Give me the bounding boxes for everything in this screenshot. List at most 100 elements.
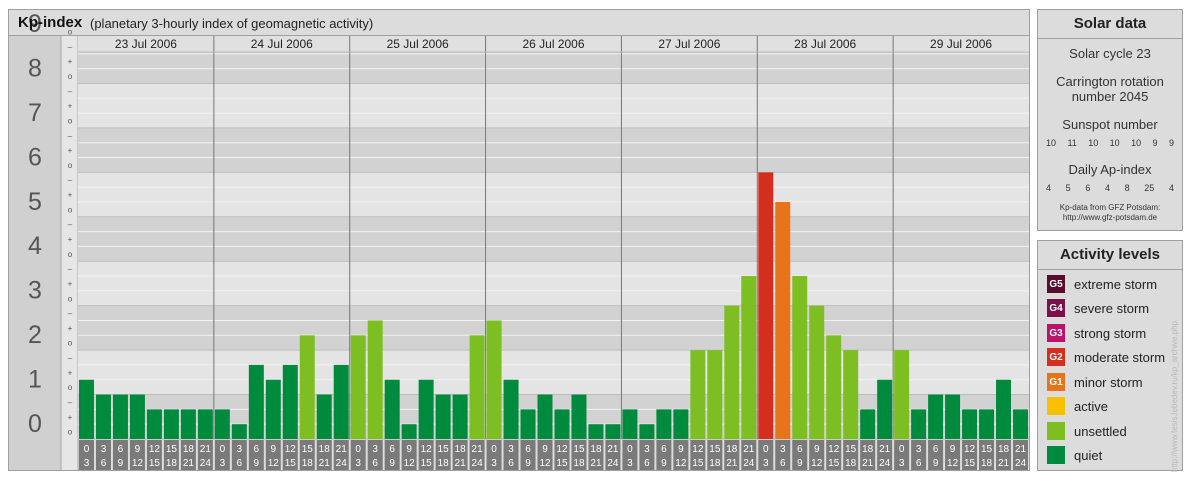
interval-end-label: 24 bbox=[607, 458, 619, 469]
interval-start-label: 9 bbox=[542, 444, 548, 455]
interval-end-label: 18 bbox=[166, 458, 178, 469]
sub-tick-label: + bbox=[68, 235, 73, 244]
interval-end-label: 3 bbox=[763, 458, 769, 469]
interval-box bbox=[469, 440, 485, 470]
interval-end-label: 12 bbox=[811, 458, 823, 469]
kp-bar bbox=[95, 394, 111, 439]
interval-box bbox=[1013, 440, 1028, 470]
legend-swatch-g2: G2 bbox=[1047, 348, 1065, 366]
interval-start-label: 18 bbox=[590, 444, 602, 455]
interval-box bbox=[911, 440, 927, 470]
sub-tick-label: o bbox=[68, 205, 73, 214]
interval-start-label: 9 bbox=[135, 444, 141, 455]
interval-box bbox=[95, 440, 111, 470]
ap-value: 25 bbox=[1144, 183, 1155, 193]
sub-tick-label: – bbox=[68, 354, 73, 363]
interval-end-label: 12 bbox=[268, 458, 280, 469]
kp-bar bbox=[299, 335, 315, 439]
kp-bar bbox=[673, 409, 689, 439]
interval-start-label: 3 bbox=[508, 444, 514, 455]
kp-bar bbox=[996, 379, 1012, 439]
interval-start-label: 6 bbox=[933, 444, 939, 455]
kp-bar bbox=[758, 172, 774, 440]
interval-box bbox=[79, 440, 94, 470]
interval-box bbox=[792, 440, 808, 470]
interval-start-label: 18 bbox=[726, 444, 738, 455]
sunspot-value: 10 bbox=[1131, 138, 1142, 148]
interval-box bbox=[741, 440, 757, 470]
interval-start-label: 0 bbox=[355, 444, 361, 455]
interval-box bbox=[724, 440, 740, 470]
interval-box bbox=[639, 440, 655, 470]
interval-start-label: 3 bbox=[372, 444, 378, 455]
legend-label: quiet bbox=[1074, 447, 1103, 463]
legend-item-moderate-storm: G2 moderate storm bbox=[1047, 347, 1165, 367]
kp-bar bbox=[911, 409, 927, 439]
day-label: 23 Jul 2006 bbox=[115, 37, 177, 51]
interval-start-label: 9 bbox=[678, 444, 684, 455]
kp-bar bbox=[622, 409, 638, 439]
sub-tick-label: o bbox=[68, 116, 73, 125]
interval-end-label: 6 bbox=[780, 458, 786, 469]
kp-bar bbox=[571, 394, 587, 439]
interval-start-label: 6 bbox=[661, 444, 667, 455]
sunspot-value: 10 bbox=[1109, 138, 1120, 148]
interval-end-label: 3 bbox=[627, 458, 633, 469]
kp-bar bbox=[843, 350, 859, 439]
interval-end-label: 21 bbox=[862, 458, 874, 469]
interval-end-label: 6 bbox=[101, 458, 107, 469]
interval-box bbox=[435, 440, 451, 470]
kp-bar bbox=[979, 409, 995, 439]
carrington-line-1: Carrington rotation bbox=[1056, 74, 1164, 89]
interval-end-label: 3 bbox=[491, 458, 497, 469]
interval-box bbox=[537, 440, 553, 470]
interval-start-label: 12 bbox=[692, 444, 704, 455]
ap-index-label: Daily Ap-index bbox=[1068, 162, 1152, 177]
interval-start-label: 18 bbox=[319, 444, 331, 455]
legend-item-quiet: quiet bbox=[1047, 445, 1102, 465]
interval-start-label: 21 bbox=[607, 444, 619, 455]
sub-tick-label: + bbox=[68, 413, 73, 422]
kp-bar bbox=[401, 424, 417, 439]
interval-start-label: 15 bbox=[438, 444, 450, 455]
interval-end-label: 15 bbox=[285, 458, 297, 469]
interval-box bbox=[860, 440, 876, 470]
interval-end-label: 15 bbox=[149, 458, 161, 469]
interval-end-label: 24 bbox=[472, 458, 484, 469]
y-tick-label: 3 bbox=[28, 277, 42, 305]
interval-start-label: 0 bbox=[627, 444, 633, 455]
date-header-band bbox=[78, 36, 1029, 52]
interval-end-label: 18 bbox=[438, 458, 450, 469]
interval-box bbox=[979, 440, 995, 470]
kp-bar bbox=[860, 409, 876, 439]
sub-tick-label: o bbox=[68, 72, 73, 81]
interval-box bbox=[452, 440, 468, 470]
interval-start-label: 0 bbox=[84, 444, 90, 455]
interval-end-label: 18 bbox=[845, 458, 857, 469]
interval-box bbox=[809, 440, 825, 470]
kp-bar bbox=[554, 409, 570, 439]
solar-data-title: Solar data bbox=[1038, 10, 1182, 39]
interval-start-label: 3 bbox=[644, 444, 650, 455]
interval-box bbox=[775, 440, 791, 470]
interval-end-label: 21 bbox=[998, 458, 1010, 469]
interval-box bbox=[520, 440, 536, 470]
interval-box bbox=[996, 440, 1012, 470]
day-label: 28 Jul 2006 bbox=[794, 37, 856, 51]
kp-bar bbox=[537, 394, 553, 439]
data-credit-line-1: Kp-data from GFZ Potsdam: bbox=[1059, 203, 1161, 212]
interval-box bbox=[163, 440, 179, 470]
day-label: 29 Jul 2006 bbox=[930, 37, 992, 51]
legend-swatch-g5: G5 bbox=[1047, 275, 1065, 293]
interval-start-label: 0 bbox=[899, 444, 905, 455]
interval-end-label: 24 bbox=[879, 458, 891, 469]
interval-start-label: 15 bbox=[166, 444, 178, 455]
kp-bar bbox=[741, 276, 757, 439]
interval-end-label: 21 bbox=[726, 458, 738, 469]
kp-bar bbox=[418, 379, 434, 439]
activity-levels-title: Activity levels bbox=[1038, 241, 1182, 270]
sub-tick-label: – bbox=[68, 176, 73, 185]
chart-subtitle: (planetary 3-hourly index of geomagnetic… bbox=[90, 16, 374, 31]
interval-box bbox=[928, 440, 944, 470]
interval-box bbox=[367, 440, 383, 470]
